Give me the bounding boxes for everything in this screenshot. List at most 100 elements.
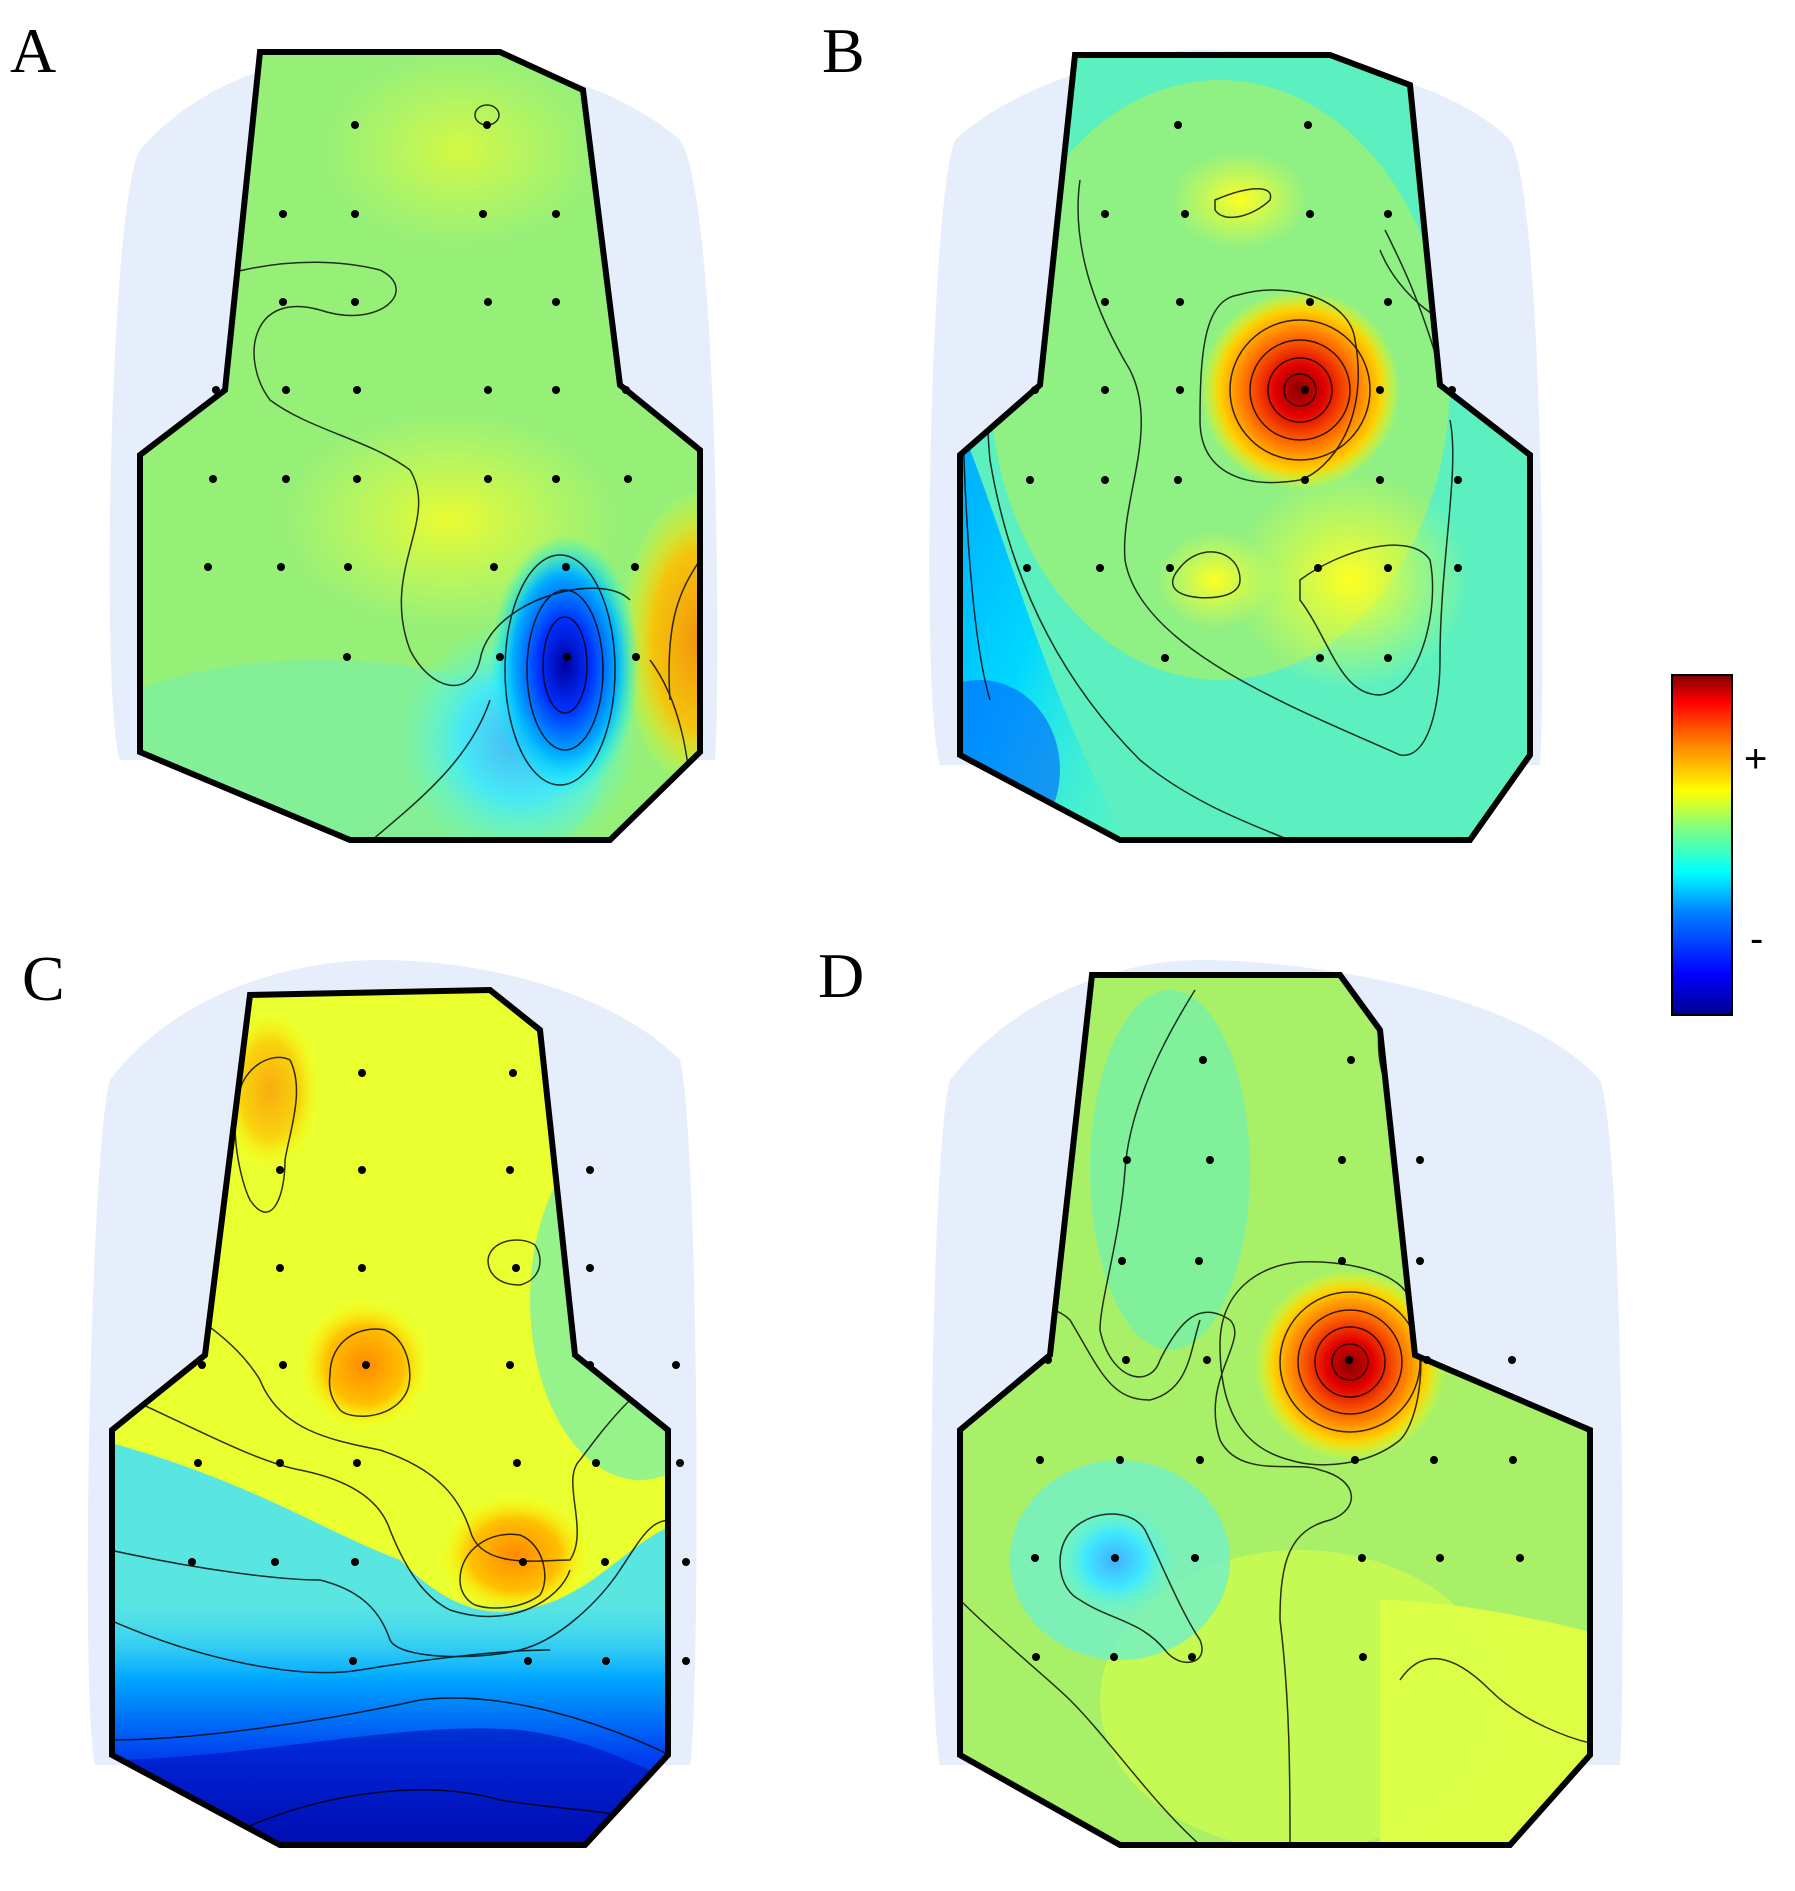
electrode <box>212 386 220 394</box>
electrode <box>1306 210 1314 218</box>
electrode <box>552 210 560 218</box>
electrode <box>1176 386 1184 394</box>
electrode <box>351 298 359 306</box>
electrode <box>353 475 361 483</box>
electrode <box>1376 476 1384 484</box>
electrode <box>1031 386 1039 394</box>
electrode <box>519 1558 527 1566</box>
head-outline <box>109 986 671 1848</box>
electrode <box>271 1558 279 1566</box>
head-outline <box>957 52 1533 843</box>
colorbar-plus-label: + <box>1744 737 1767 781</box>
electrode <box>1338 1257 1346 1265</box>
electrode <box>1181 210 1189 218</box>
electrode <box>1116 1456 1124 1464</box>
panel-a: A <box>10 15 718 843</box>
electrode <box>358 1069 366 1077</box>
electrode <box>1203 1356 1211 1364</box>
electrode <box>592 1459 600 1467</box>
electrodes <box>1031 1056 1524 1661</box>
electrode <box>1174 121 1182 129</box>
electrode <box>188 1558 196 1566</box>
electrode <box>483 121 491 129</box>
electrode <box>1176 298 1184 306</box>
electrodes <box>204 121 640 661</box>
electrode <box>276 1459 284 1467</box>
electrode <box>1345 1356 1353 1364</box>
electrode <box>1031 1554 1039 1562</box>
electrode <box>1359 1653 1367 1661</box>
electrode <box>632 653 640 661</box>
electrodes <box>188 1069 690 1665</box>
electrode <box>1384 298 1392 306</box>
electrode <box>586 1361 594 1369</box>
electrode <box>602 1657 610 1665</box>
electrode <box>1316 654 1324 662</box>
electrode <box>362 1361 370 1369</box>
colorbar-gradient <box>1671 674 1733 1016</box>
electrode <box>506 1361 514 1369</box>
electrode <box>1347 1056 1355 1064</box>
colorbar-minus-label: - <box>1750 917 1763 961</box>
electrode <box>1314 564 1322 572</box>
electrode <box>198 1361 206 1369</box>
electrode <box>1188 1653 1196 1661</box>
electrode <box>1384 210 1392 218</box>
electrode <box>1122 1356 1130 1364</box>
electrode <box>1516 1554 1524 1562</box>
electrode <box>351 121 359 129</box>
electrode <box>552 475 560 483</box>
electrode <box>1036 1456 1044 1464</box>
electrode <box>351 1558 359 1566</box>
electrode <box>282 475 290 483</box>
electrode <box>276 1166 284 1174</box>
electrode <box>204 563 212 571</box>
electrode <box>682 1657 690 1665</box>
electrode <box>682 1558 690 1566</box>
electrode <box>496 653 504 661</box>
electrode <box>351 210 359 218</box>
electrode <box>1044 1356 1052 1364</box>
panel-c: C <box>22 943 697 1848</box>
electrode <box>1195 1257 1203 1265</box>
electrode <box>1509 1456 1517 1464</box>
electrode <box>484 475 492 483</box>
electrode <box>1416 1257 1424 1265</box>
electrode <box>194 1459 202 1467</box>
electrode <box>279 1361 287 1369</box>
panel-label-d: D <box>818 940 864 1011</box>
electrode <box>601 1558 609 1566</box>
electrode <box>1123 1156 1131 1164</box>
electrode <box>586 1166 594 1174</box>
electrode <box>209 475 217 483</box>
electrode <box>1026 476 1034 484</box>
electrode <box>676 1459 684 1467</box>
electrode <box>1166 564 1174 572</box>
electrode <box>279 210 287 218</box>
electrode <box>282 386 290 394</box>
electrode <box>1376 386 1384 394</box>
electrode <box>1206 1156 1214 1164</box>
panel-label-b: B <box>822 15 865 86</box>
electrode <box>358 1166 366 1174</box>
electrode <box>1351 1456 1359 1464</box>
electrode <box>506 1166 514 1174</box>
electrode <box>277 563 285 571</box>
electrode <box>1191 1554 1199 1562</box>
electrode <box>349 1657 357 1665</box>
electrode <box>1301 386 1309 394</box>
electrode <box>1430 1456 1438 1464</box>
electrode <box>484 386 492 394</box>
head-outline <box>957 972 1593 1848</box>
electrode <box>1111 1554 1119 1562</box>
electrode <box>562 563 570 571</box>
electrode <box>1199 1056 1207 1064</box>
electrode <box>1101 210 1109 218</box>
panel-label-a: A <box>10 15 56 86</box>
electrode <box>279 298 287 306</box>
electrode <box>1436 1554 1444 1562</box>
electrode <box>479 210 487 218</box>
electrode <box>586 1264 594 1272</box>
electrode <box>353 386 361 394</box>
